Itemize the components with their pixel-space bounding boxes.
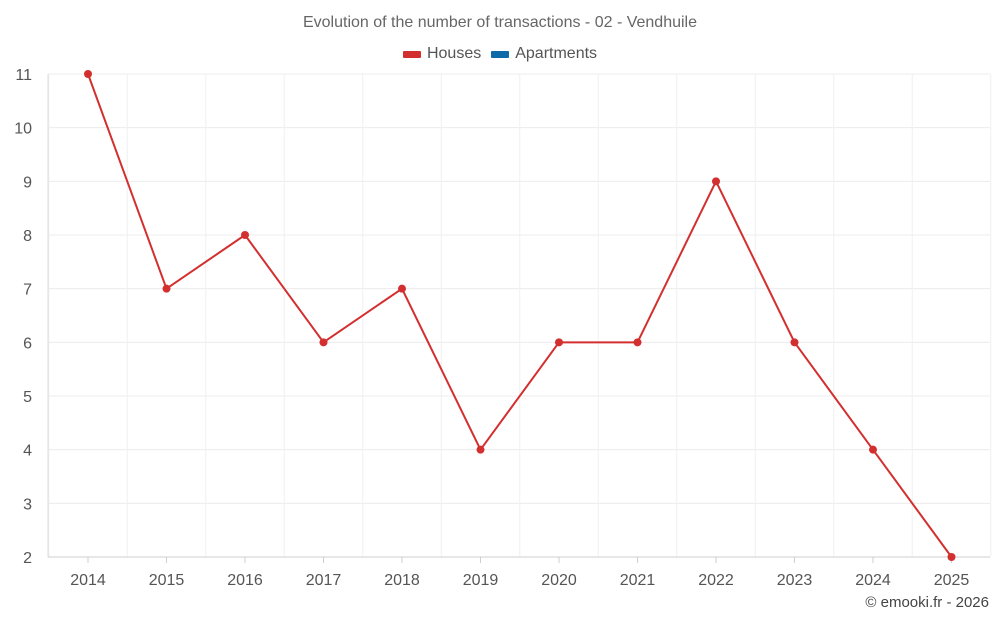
data-point-houses (162, 284, 171, 293)
x-tick-label: 2015 (149, 572, 185, 589)
x-tick-label: 2019 (463, 572, 499, 589)
series-line-houses (87, 73, 953, 558)
y-tick-label: 4 (23, 443, 32, 460)
legend-label-apartments: Apartments (515, 45, 598, 62)
legend-item-apartments[interactable]: Apartments (491, 45, 597, 63)
y-tick-label: 6 (23, 335, 32, 352)
copyright-text: © emooki.fr - 2026 (865, 594, 989, 611)
y-tick-label: 9 (23, 174, 32, 191)
x-tick-label: 2016 (227, 572, 263, 589)
legend-item-houses[interactable]: Houses (402, 45, 482, 63)
x-tick-label: 2025 (934, 572, 970, 589)
legend-label-houses: Houses (426, 45, 482, 62)
data-point-houses (712, 177, 720, 186)
data-point-houses (319, 338, 328, 347)
x-tick-label: 2014 (70, 572, 106, 589)
chart-title: Evolution of the number of transactions … (302, 14, 697, 31)
data-point-houses (555, 338, 563, 347)
x-tick-label: 2024 (855, 572, 891, 589)
data-point-houses (633, 338, 642, 347)
data-point-houses (947, 553, 956, 561)
x-tick-label: 2020 (541, 572, 577, 589)
y-tick-label: 7 (23, 282, 32, 299)
data-point-houses (476, 445, 485, 454)
legend-swatch-apartments (491, 50, 510, 58)
data-point-houses (869, 445, 877, 454)
x-tick-label: 2021 (620, 572, 656, 589)
x-tick-label: 2018 (384, 572, 420, 589)
x-tick-label: 2022 (698, 572, 734, 589)
legend: Houses Apartments (0, 45, 1000, 63)
x-tick-label: 2023 (777, 572, 813, 589)
y-tick-label: 10 (14, 121, 32, 138)
data-point-houses (84, 70, 92, 78)
y-tick-label: 8 (23, 228, 32, 245)
y-tick-label: 2 (23, 550, 32, 567)
y-tick-label: 11 (15, 67, 32, 84)
x-tick-label: 2017 (306, 572, 342, 589)
y-tick-label: 5 (23, 389, 32, 406)
legend-swatch-houses (402, 50, 421, 58)
data-point-houses (398, 284, 406, 293)
data-point-houses (790, 338, 799, 347)
data-point-houses (241, 231, 249, 239)
y-tick-label: 3 (23, 496, 32, 513)
